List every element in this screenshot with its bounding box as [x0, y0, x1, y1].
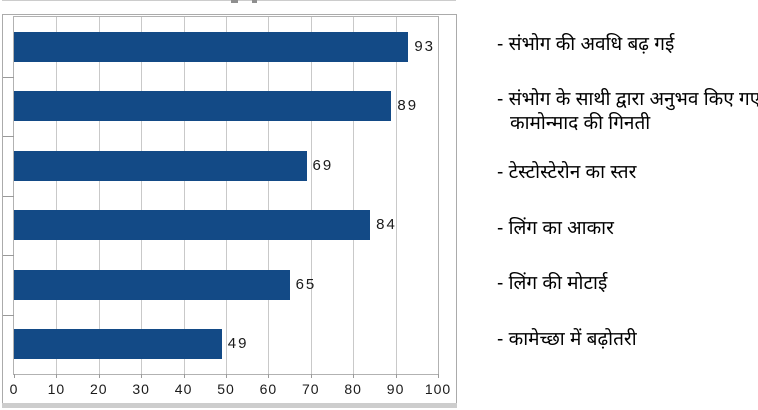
x-axis-label-90: 90	[386, 381, 405, 397]
chart-bottom-strip	[2, 403, 457, 408]
clipped-title-fragment	[231, 0, 238, 3]
legend-item-5: - लिंग की मोटाई	[497, 273, 608, 294]
legend-item-2: - संभोग के साथी द्वारा अनुभव किए गए कामो…	[497, 89, 758, 134]
bar-5	[14, 269, 290, 300]
legend-item-4: - लिंग का आकार	[497, 218, 614, 239]
x-axis-label-20: 20	[90, 381, 108, 397]
x-axis-label-50: 50	[217, 381, 235, 397]
x-axis-tick-50	[226, 374, 227, 378]
bar-value-label-3: 69	[312, 156, 334, 174]
x-axis-tick-90	[395, 374, 397, 378]
x-axis-tick-0	[14, 374, 15, 378]
category-tick	[3, 255, 14, 256]
category-tick	[3, 195, 14, 197]
bar-chart-panel: 0 10 20 30 40 50 60 70 80 90 100 93 89 69 84 65 49	[2, 14, 457, 408]
bar-3	[14, 150, 307, 181]
x-axis-label-40: 40	[174, 381, 193, 397]
bar-4	[14, 210, 371, 241]
bar-2	[14, 91, 392, 122]
x-axis-label-30: 30	[132, 381, 150, 397]
bar-value-label-2: 89	[397, 97, 419, 115]
x-axis-tick-70	[310, 374, 312, 378]
x-axis-label-80: 80	[344, 381, 362, 397]
gridline-x-40	[183, 17, 185, 374]
legend: - संभोग की अवधि बढ़ गई - संभोग के साथी द्…	[497, 0, 758, 410]
x-axis-tick-10	[56, 374, 58, 378]
x-axis-label-10: 10	[47, 381, 66, 397]
bar-value-label-1: 93	[414, 37, 435, 55]
bar-value-label-6: 49	[227, 335, 249, 353]
x-axis-label-100: 100	[424, 381, 452, 397]
bar-value-label-4: 84	[376, 216, 397, 234]
gridline-x-50	[226, 17, 227, 374]
x-axis-tick-30	[141, 374, 143, 378]
plot-area: 0 10 20 30 40 50 60 70 80 90 100 93 89 69 84 65 49	[3, 16, 450, 397]
x-axis-label-70: 70	[302, 381, 320, 397]
gridline-x-70	[310, 17, 312, 374]
legend-item-3: - टेस्टोस्टेरोन का स्तर	[497, 162, 637, 183]
legend-item-1: - संभोग की अवधि बढ़ गई	[497, 34, 675, 55]
x-axis-label-0: 0	[9, 381, 19, 397]
category-tick	[3, 76, 14, 78]
gridline-x-60	[268, 17, 270, 374]
category-tick	[3, 314, 14, 316]
x-axis-tick-80	[353, 374, 355, 378]
legend-item-6: - कामेच्छा में बढ़ोतरी	[497, 329, 637, 350]
gridline-x-90	[395, 17, 397, 374]
gridline-x-80	[353, 17, 355, 374]
clipped-title-edge	[2, 0, 456, 1]
gridline-x-20	[98, 17, 100, 374]
gridline-x-10	[56, 17, 58, 374]
x-axis-tick-40	[183, 374, 185, 378]
gridline-x-30	[141, 17, 143, 374]
x-axis-tick-20	[98, 374, 100, 378]
clipped-title-fragment	[252, 0, 257, 3]
x-axis-tick-60	[268, 374, 270, 378]
bar-value-label-5: 65	[295, 275, 317, 293]
x-axis-label-60: 60	[259, 381, 278, 397]
bar-6	[14, 329, 222, 360]
x-axis-tick-100	[438, 374, 439, 378]
bar-1	[14, 31, 409, 62]
category-tick	[3, 136, 14, 137]
